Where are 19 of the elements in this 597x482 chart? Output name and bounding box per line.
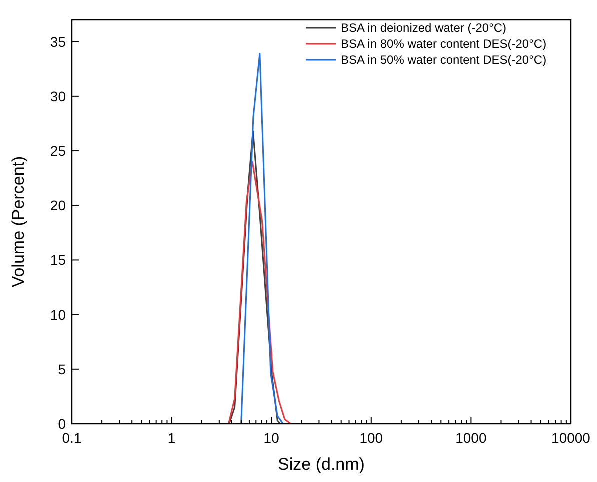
x-tick-label: 1000	[456, 430, 487, 446]
x-tick-label: 1	[168, 430, 176, 446]
y-tick-label: 20	[50, 198, 66, 214]
y-tick-label: 5	[58, 361, 66, 378]
x-tick-label: 10000	[552, 430, 591, 446]
y-tick-label: 25	[50, 143, 66, 160]
legend-label: BSA in 50% water content DES(-20°C)	[341, 53, 547, 67]
x-tick-label: 100	[360, 430, 384, 446]
y-axis-title: Volume (Percent)	[9, 156, 28, 288]
y-tick-label: 0	[58, 416, 66, 432]
y-tick-label: 10	[50, 306, 66, 323]
y-tick-label: 15	[50, 252, 66, 268]
legend-label: BSA in 80% water content DES(-20°C)	[341, 37, 547, 51]
x-tick-label: 0.1	[62, 430, 82, 446]
legend-label: BSA in deionized water (-20°C)	[341, 21, 507, 35]
x-axis-title: Size (d.nm)	[278, 455, 365, 474]
y-tick-label: 35	[50, 34, 66, 50]
x-tick-label: 10	[264, 430, 280, 446]
y-tick-label: 30	[50, 88, 66, 104]
